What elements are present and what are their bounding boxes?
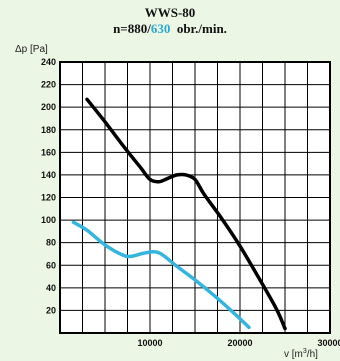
y-tick-label: 100 (41, 215, 56, 225)
subtitle-prefix: n=880/ (113, 21, 151, 36)
y-tick-label: 20 (46, 305, 56, 315)
x-axis-label: v [m3/h] (284, 348, 318, 360)
y-tick-label: 60 (46, 260, 56, 270)
y-tick-label: 180 (41, 125, 56, 135)
x-tick-label: 20000 (227, 338, 252, 348)
chart-subtitle: n=880/630 obr./min. (0, 21, 340, 37)
y-tick-label: 120 (41, 193, 56, 203)
chart-title: WWS-80 (144, 5, 196, 20)
curves (71, 97, 287, 331)
series-line-n630 (71, 220, 251, 330)
subtitle-highlight: 630 (150, 21, 171, 36)
y-tick-label: 40 (46, 283, 56, 293)
y-tick-label: 80 (46, 238, 56, 248)
y-tick-label: 200 (41, 102, 56, 112)
subtitle-suffix: obr./min. (170, 21, 227, 36)
x-tick-label: 10000 (137, 338, 162, 348)
y-tick-label: 140 (41, 170, 56, 180)
y-tick-label: 160 (41, 147, 56, 157)
grid (59, 61, 331, 334)
y-tick-label: 220 (41, 80, 56, 90)
x-tick-label: 30000 (317, 338, 340, 348)
y-tick-label: 240 (41, 57, 56, 67)
series-line-n880 (85, 97, 287, 331)
y-axis-label: Δp [Pa] (15, 44, 48, 55)
tick-labels: 20 40 60 80 100 120 140 160 180 200 220 240 10000 200… (41, 57, 340, 348)
